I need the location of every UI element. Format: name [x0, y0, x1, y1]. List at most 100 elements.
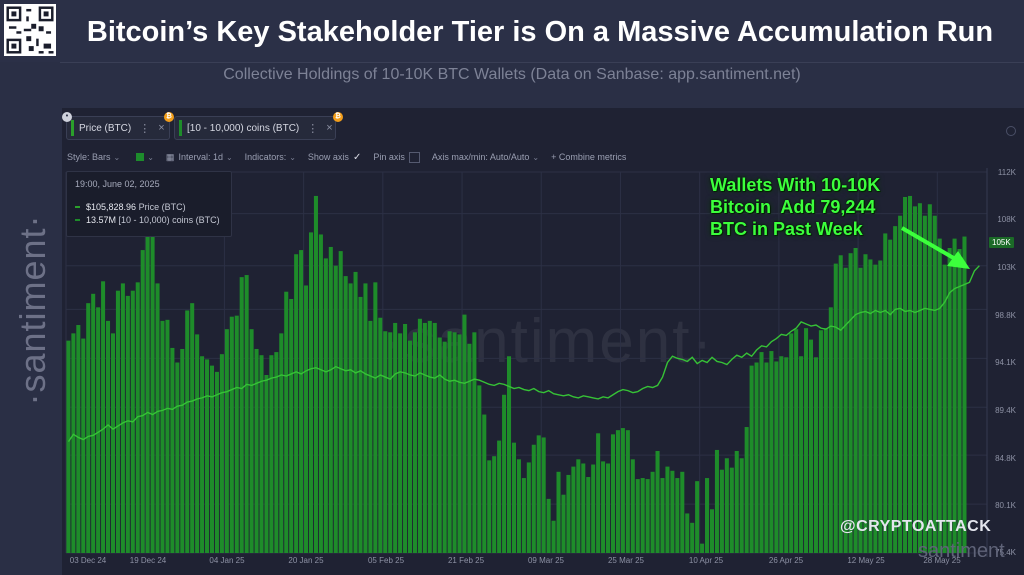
price-bar [630, 459, 635, 553]
page-title: Bitcoin’s Key Stakeholder Tier is On a M… [86, 16, 994, 48]
price-bar [848, 253, 853, 553]
price-bar [91, 293, 96, 553]
combine-metrics-label: + Combine metrics [551, 152, 627, 162]
price-bar [195, 334, 200, 553]
price-bar [150, 233, 155, 554]
price-bar [744, 427, 749, 553]
price-menu-icon[interactable]: ⋮ [139, 122, 151, 135]
price-bar [492, 456, 497, 553]
price-bar [96, 307, 101, 553]
settings-dot-icon[interactable] [1006, 126, 1016, 136]
price-bar [660, 478, 665, 553]
price-bar [304, 285, 309, 553]
price-close-icon[interactable]: × [158, 122, 165, 134]
price-bar [724, 458, 729, 553]
price-bar [873, 264, 878, 553]
price-bar [71, 333, 76, 553]
combine-metrics-button[interactable]: + Combine metrics [551, 152, 626, 162]
price-bar [338, 251, 343, 554]
price-bar [868, 259, 873, 553]
axis-minmax-dropdown[interactable]: Axis max/min: Auto/Auto ⌄ [432, 152, 539, 162]
x-tick-label: 12 May 25 [847, 556, 885, 565]
holdings-menu-icon[interactable]: ⋮ [307, 122, 319, 135]
price-bar [709, 509, 715, 553]
price-bar [858, 267, 863, 553]
price-bar [536, 435, 541, 553]
price-bar [625, 430, 630, 553]
x-tick-label: 10 Apr 25 [688, 556, 724, 565]
y-tick-label: 94.1K [995, 358, 1016, 367]
price-bar [695, 481, 700, 553]
price-bar [86, 303, 91, 553]
price-bar [313, 195, 318, 553]
price-bar [581, 463, 586, 553]
price-bar [417, 318, 422, 553]
price-bar [81, 338, 86, 553]
price-bar [393, 322, 398, 553]
price-bar [596, 433, 601, 553]
chart-toolbar: Style: Bars ⌄ ⌄ ▦ Interval: 1d ⌄ Indicators… [67, 150, 638, 164]
price-bar [705, 478, 710, 553]
tooltip-price-marker [75, 206, 80, 208]
price-bar [531, 444, 536, 553]
price-bar [343, 276, 348, 553]
price-bar [957, 249, 962, 553]
price-bar [898, 215, 903, 553]
price-bar [610, 434, 616, 553]
price-bar [655, 450, 660, 553]
price-bar [214, 371, 219, 553]
price-bar [279, 333, 284, 553]
price-bar [427, 320, 432, 553]
price-bar [219, 354, 224, 553]
price-bar [477, 385, 482, 553]
price-bar [635, 479, 640, 553]
tooltip-date: 19:00, June 02, 2025 [75, 179, 160, 189]
price-bar [363, 283, 368, 553]
price-bar [888, 239, 893, 553]
y-tick-label: 89.4K [995, 406, 1016, 415]
tooltip-price-value: $105,828.96 [86, 202, 137, 212]
legend-price-pill[interactable]: Price (BTC) ⋮ × [66, 116, 170, 140]
price-bar [368, 320, 373, 553]
legend-holdings-label: [10 - 10,000) coins (BTC) [187, 122, 300, 134]
legend-holdings-pill[interactable]: [10 - 10,000) coins (BTC) ⋮ × [174, 116, 336, 140]
x-tick-label: 03 Dec 24 [69, 556, 107, 565]
color-swatch [136, 153, 145, 161]
price-bar [764, 362, 769, 553]
price-swatch [71, 120, 74, 136]
x-tick-label: 05 Feb 25 [367, 556, 405, 565]
interval-dropdown[interactable]: ▦ Interval: 1d ⌄ [166, 152, 233, 163]
price-bar [813, 357, 818, 553]
price-bar [903, 196, 908, 553]
y-tick-label: 80.1K [995, 501, 1016, 510]
calendar-icon: ▦ [165, 151, 175, 162]
chart-tooltip: 19:00, June 02, 2025 $105,828.96 Price (… [66, 171, 232, 237]
price-bar [561, 494, 566, 553]
price-bar [224, 329, 229, 553]
price-bar [318, 234, 323, 553]
x-tick-label: 21 Feb 25 [447, 556, 485, 565]
annotation-arrow [900, 226, 959, 262]
price-bar [140, 250, 145, 553]
price-bar [521, 478, 526, 553]
price-bar [170, 347, 175, 553]
price-bar [526, 462, 531, 553]
pin-axis-toggle[interactable]: Pin axis [373, 151, 420, 163]
color-picker[interactable]: ⌄ [132, 153, 154, 162]
price-bar [942, 264, 947, 553]
price-bar [932, 215, 937, 553]
price-bar [234, 315, 239, 553]
chart-plot [65, 168, 988, 557]
style-dropdown[interactable]: Style: Bars ⌄ [67, 152, 120, 162]
price-bar [606, 463, 611, 553]
holdings-bitcoin-badge-icon: ₿ [333, 112, 343, 122]
price-bar [779, 356, 784, 553]
x-tick-label: 25 Mar 25 [607, 556, 645, 565]
qr-code-icon [4, 4, 56, 56]
price-bar [398, 333, 403, 553]
holdings-close-icon[interactable]: × [326, 122, 333, 134]
price-bar [893, 226, 898, 553]
show-axis-toggle[interactable]: Show axis ✓ [308, 152, 361, 163]
indicators-dropdown[interactable]: Indicators: ⌄ [245, 152, 296, 162]
price-bar [650, 471, 655, 553]
